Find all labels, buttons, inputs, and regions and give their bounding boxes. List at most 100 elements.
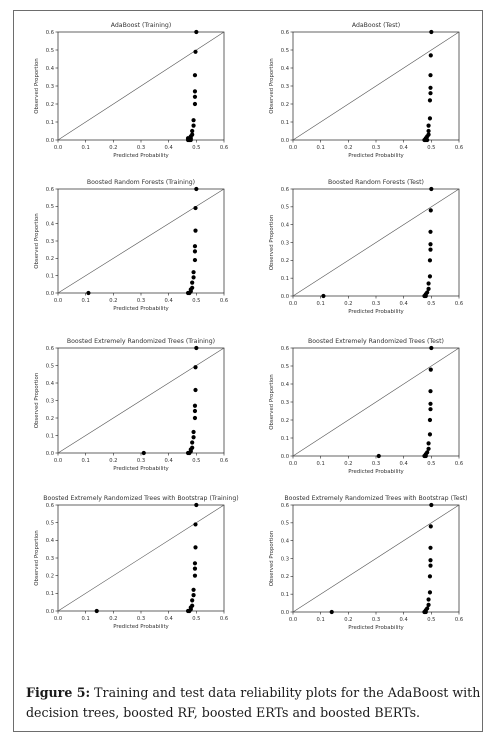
y-tick-label: 0.6 xyxy=(46,30,54,36)
y-tick-label: 0.5 xyxy=(281,48,289,54)
y-tick-label: 0.0 xyxy=(46,451,54,457)
x-tick-label: 0.0 xyxy=(289,617,297,623)
x-tick-label: 0.0 xyxy=(54,458,62,464)
data-point xyxy=(193,205,198,211)
data-point xyxy=(190,598,195,603)
x-tick-label: 0.6 xyxy=(220,145,228,151)
data-point xyxy=(193,365,198,370)
y-tick-label: 0.1 xyxy=(46,433,54,439)
y-tick-label: 0.1 xyxy=(46,120,54,126)
data-point xyxy=(428,229,433,234)
caption-label: Figure 5: xyxy=(26,685,91,700)
y-tick-label: 0.2 xyxy=(46,573,54,579)
data-point xyxy=(191,593,196,598)
x-tick-label: 0.6 xyxy=(455,617,463,623)
data-point xyxy=(376,453,381,459)
y-tick-label: 0.0 xyxy=(46,609,54,615)
chart-panel-6: Boosted Extremely Randomized Trees (Test… xyxy=(269,338,463,475)
x-tick-label: 0.1 xyxy=(317,461,325,467)
data-point xyxy=(426,286,431,291)
chart-title: AdaBoost (Test) xyxy=(352,22,400,29)
y-axis-label: Observed Proportion xyxy=(269,215,275,270)
data-point xyxy=(190,440,195,445)
data-point xyxy=(194,29,199,35)
chart-title: Boosted Random Forests (Test) xyxy=(328,179,424,186)
y-tick-label: 0.6 xyxy=(281,30,289,36)
x-tick-label: 0.0 xyxy=(54,145,62,151)
x-tick-label: 0.1 xyxy=(82,616,90,622)
y-axis-label: Observed Proportion xyxy=(34,373,40,428)
y-tick-label: 0.5 xyxy=(281,521,289,527)
x-tick-label: 0.5 xyxy=(427,301,435,307)
data-point xyxy=(427,590,433,595)
data-point xyxy=(190,280,195,285)
y-tick-label: 0.3 xyxy=(46,398,54,404)
chart-panel-1: AdaBoost (Training) 0.0 0.1 0.2 0.3 0.4 0.5 0.6… xyxy=(34,22,228,159)
x-tick-label: 0.1 xyxy=(82,298,90,304)
y-tick-label: 0.3 xyxy=(46,239,54,245)
chart-panel-7: Boosted Extremely Randomized Trees with … xyxy=(34,495,239,630)
y-tick-label: 0.2 xyxy=(281,258,289,264)
diagonal-line xyxy=(292,31,460,141)
y-tick-label: 0.5 xyxy=(46,363,54,369)
x-tick-label: 0.4 xyxy=(400,301,409,307)
y-tick-label: 0.6 xyxy=(281,346,289,352)
data-point xyxy=(190,285,195,290)
data-point xyxy=(428,73,433,78)
y-tick-label: 0.3 xyxy=(46,556,54,562)
x-tick-label: 0.0 xyxy=(289,301,297,307)
chart-panel-4: Boosted Random Forests (Test) 0.0 0.1 0.2 0.… xyxy=(269,179,463,315)
x-tick-label: 0.3 xyxy=(137,145,145,151)
data-point xyxy=(425,606,430,611)
x-tick-label: 0.3 xyxy=(372,461,380,467)
diagonal-line xyxy=(292,188,460,297)
data-point xyxy=(141,450,146,456)
chart-panel-2: AdaBoost (Test) 0.0 0.1 0.2 0.3 0.4 0.5 0.6 0.0 0… xyxy=(269,22,463,159)
x-tick-label: 0.1 xyxy=(82,458,90,464)
data-point xyxy=(429,345,434,351)
y-tick-label: 0.4 xyxy=(46,221,55,227)
data-point xyxy=(194,345,199,351)
chart-title: Boosted Extremely Randomized Trees (Trai… xyxy=(67,338,215,345)
x-tick-label: 0.6 xyxy=(220,298,228,304)
x-tick-label: 0.6 xyxy=(455,301,463,307)
data-point xyxy=(194,186,199,192)
data-point xyxy=(427,417,433,423)
chart-title: Boosted Random Forests (Training) xyxy=(87,179,195,186)
x-tick-label: 0.6 xyxy=(455,145,463,151)
x-tick-label: 0.5 xyxy=(192,458,200,464)
data-point xyxy=(190,132,195,137)
data-point xyxy=(321,293,326,299)
data-point xyxy=(425,137,430,143)
data-point xyxy=(191,118,196,123)
chart-title: AdaBoost (Training) xyxy=(111,22,172,29)
data-point xyxy=(193,49,198,54)
y-axis-label: Observed Proportion xyxy=(34,530,40,585)
data-point xyxy=(426,441,431,446)
data-point xyxy=(425,450,430,455)
data-point xyxy=(192,403,198,408)
data-point xyxy=(428,53,433,58)
data-point xyxy=(426,446,431,451)
y-tick-label: 0.2 xyxy=(281,418,289,424)
y-tick-label: 0.1 xyxy=(281,592,289,598)
data-point xyxy=(190,128,195,134)
y-tick-label: 0.2 xyxy=(281,574,289,580)
data-point xyxy=(329,609,334,615)
data-point xyxy=(191,123,196,128)
x-tick-label: 0.1 xyxy=(317,301,325,307)
data-point xyxy=(427,274,433,279)
data-point xyxy=(427,258,433,263)
x-axis-label: Predicted Probability xyxy=(348,309,404,315)
y-tick-label: 0.6 xyxy=(46,346,54,352)
x-tick-label: 0.5 xyxy=(427,461,435,467)
data-point xyxy=(427,432,433,437)
diagonal-line xyxy=(292,347,460,457)
data-point xyxy=(428,247,433,252)
x-tick-label: 0.5 xyxy=(192,616,200,622)
data-point xyxy=(192,244,198,249)
data-point xyxy=(428,208,433,213)
y-tick-label: 0.2 xyxy=(46,416,54,422)
data-point xyxy=(427,574,433,579)
x-tick-label: 0.0 xyxy=(289,145,297,151)
